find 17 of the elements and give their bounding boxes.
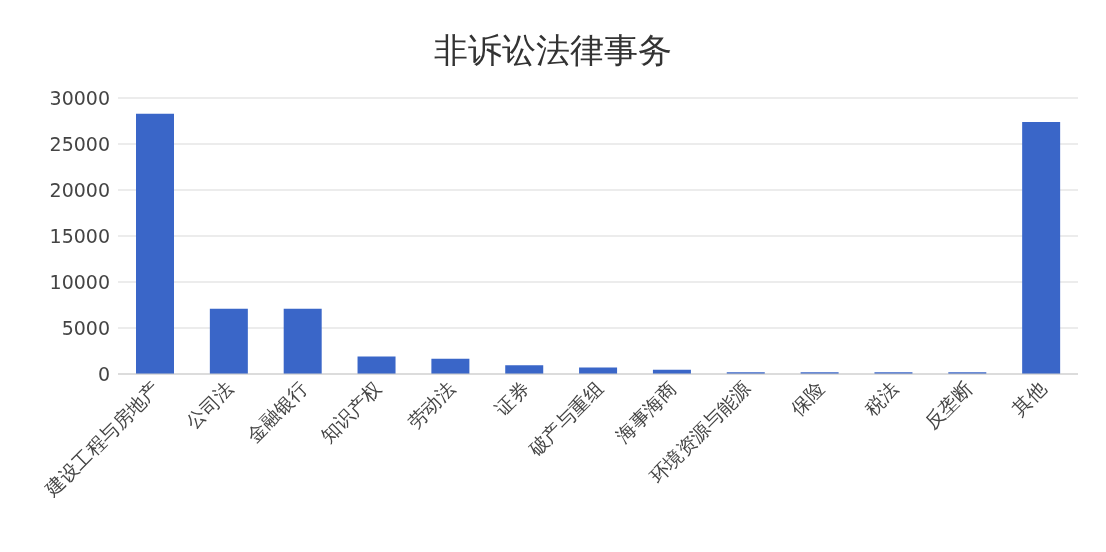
y-tick-label: 5000 (61, 316, 110, 339)
x-tick-label: 证券 (490, 377, 533, 420)
chart-title: 非诉讼法律事务 (433, 29, 673, 72)
y-tick-label: 10000 (49, 270, 110, 293)
y-tick-label: 30000 (49, 86, 110, 109)
y-tick-label: 0 (97, 362, 110, 385)
x-tick-label: 保险 (785, 377, 829, 420)
x-tick-label: 税法 (859, 377, 903, 420)
x-tick-label: 公司法 (181, 377, 238, 434)
x-tick-label: 其他 (1007, 377, 1050, 420)
y-tick-label: 25000 (49, 132, 110, 155)
y-tick-label: 20000 (49, 178, 110, 201)
x-tick-label: 反垄断 (920, 377, 977, 434)
x-tick-label: 劳动法 (403, 377, 460, 434)
x-tick-label: 金融银行 (242, 377, 312, 447)
y-tick-label: 15000 (49, 224, 110, 247)
x-tick-label: 知识产权 (315, 377, 386, 447)
